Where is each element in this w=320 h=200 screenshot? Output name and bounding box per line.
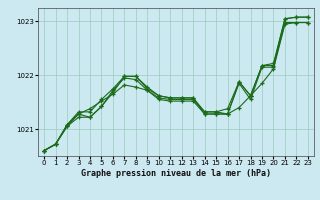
X-axis label: Graphe pression niveau de la mer (hPa): Graphe pression niveau de la mer (hPa) <box>81 169 271 178</box>
